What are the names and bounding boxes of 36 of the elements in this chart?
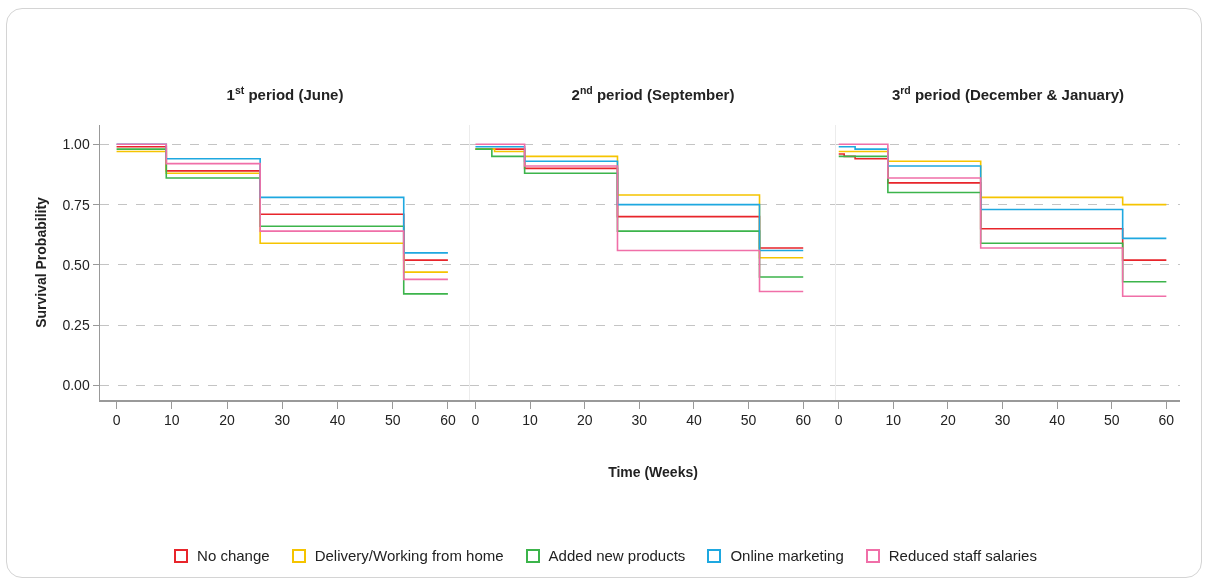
x-tick-label: 0	[112, 412, 121, 429]
x-tick-label: 40	[686, 412, 702, 429]
x-tick-label: 60	[795, 412, 812, 429]
x-tick-label: 30	[631, 412, 648, 429]
x-tick-label: 30	[274, 412, 291, 429]
x-tick-label: 10	[885, 412, 902, 429]
x-tick-label: 20	[576, 412, 593, 429]
y-axis-title: Survival Probability	[33, 196, 50, 328]
y-tick-label: 1.00	[62, 136, 90, 153]
x-tick-label: 10	[522, 412, 539, 429]
chart-title: 2$^{nd}$ period (September)	[571, 83, 735, 104]
x-tick-label: 0	[471, 412, 480, 429]
x-tick-label: 60	[1158, 412, 1175, 429]
legend-label: Online marketing	[730, 547, 844, 564]
x-tick-label: 50	[1103, 412, 1120, 429]
x-tick-label: 50	[384, 412, 401, 429]
chart-title: 1$^{st}$ period (June)	[226, 83, 344, 104]
x-tick-label: 30	[994, 412, 1011, 429]
chart-title: 3$^{rd}$ period (December & January)	[891, 83, 1125, 104]
x-tick-label: 20	[219, 412, 236, 429]
x-tick-label: 20	[940, 412, 956, 429]
x-axis-title: Time (Weeks)	[608, 464, 698, 481]
x-tick-label: 10	[164, 412, 180, 429]
x-tick-label: 0	[834, 412, 843, 429]
x-tick-label: 60	[440, 412, 456, 429]
x-tick-label: 50	[740, 412, 757, 429]
y-tick-label: 0.75	[62, 196, 90, 213]
legend-label: Added new products	[548, 547, 686, 564]
legend-label: No change	[197, 547, 270, 564]
x-tick-label: 40	[1049, 412, 1066, 429]
x-tick-label: 40	[329, 412, 346, 429]
y-tick-label: 0.00	[62, 377, 90, 394]
legend-label: Delivery/Working from home	[314, 547, 504, 564]
y-tick-label: 0.50	[62, 256, 90, 273]
legend-label: Reduced staff salaries	[888, 547, 1037, 564]
y-tick-label: 0.25	[62, 317, 90, 334]
